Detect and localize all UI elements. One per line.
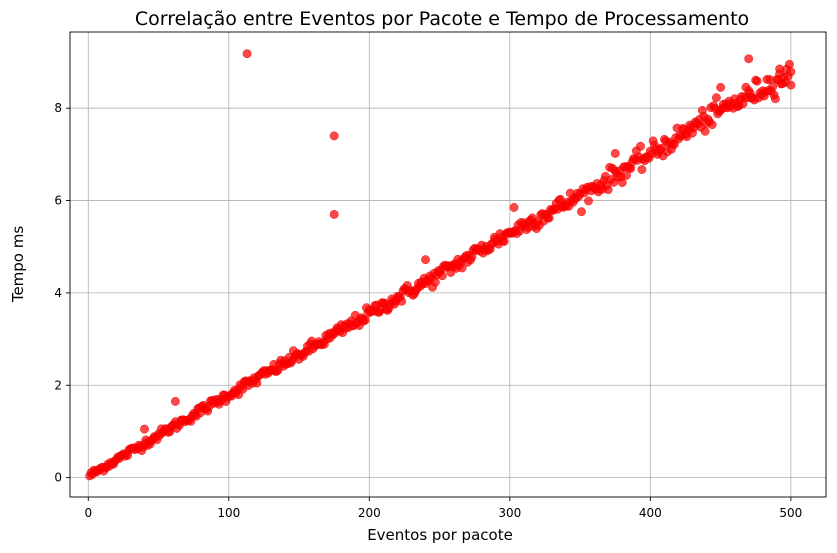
chart-title: Correlação entre Eventos por Pacote e Te… (135, 8, 749, 30)
data-point (397, 296, 407, 306)
y-tick-label: 6 (54, 194, 62, 208)
x-tick-label: 100 (217, 506, 240, 520)
x-tick-label: 0 (84, 506, 92, 520)
data-point-outlier (170, 396, 180, 406)
data-point (785, 59, 794, 69)
data-point-outlier (716, 82, 726, 92)
x-tick-label: 200 (358, 506, 381, 520)
data-point (711, 93, 721, 103)
data-point-outlier (329, 131, 339, 141)
data-point-outlier (775, 64, 785, 74)
y-tick-label: 4 (54, 286, 62, 300)
data-point-outlier (786, 80, 796, 90)
y-axis-label: Tempo ms (9, 226, 27, 304)
data-point (457, 263, 467, 273)
x-axis-label: Eventos por pacote (367, 526, 513, 544)
data-point (768, 82, 778, 92)
x-tick-label: 400 (639, 506, 662, 520)
data-point (437, 271, 447, 281)
data-point (637, 165, 647, 175)
x-tick-label: 300 (498, 506, 521, 520)
x-tick-label: 500 (779, 506, 802, 520)
data-point (770, 94, 780, 104)
data-point (584, 196, 593, 206)
data-point (707, 120, 717, 130)
data-point-outlier (610, 148, 620, 158)
axis-ticks: 0 100 200 300 400 500 0 2 4 6 8 (54, 101, 802, 520)
data-points (85, 49, 796, 481)
data-point (636, 141, 645, 151)
data-point (700, 126, 710, 136)
y-tick-label: 2 (54, 378, 62, 392)
data-point-outlier (509, 203, 519, 212)
data-point-outlier (744, 54, 754, 64)
data-point (603, 185, 613, 195)
data-point-outlier (140, 424, 149, 434)
data-point (577, 207, 586, 217)
plot-frame (69, 31, 827, 498)
data-point-outlier (421, 255, 430, 265)
data-point (752, 76, 762, 86)
data-point (544, 213, 554, 223)
data-point (786, 67, 796, 77)
data-point-outlier (329, 209, 339, 219)
grid (70, 32, 826, 497)
y-tick-label: 8 (54, 101, 62, 115)
y-tick-label: 0 (54, 471, 62, 485)
data-point-outlier (242, 49, 252, 59)
data-point (430, 277, 440, 287)
data-point (617, 178, 627, 187)
